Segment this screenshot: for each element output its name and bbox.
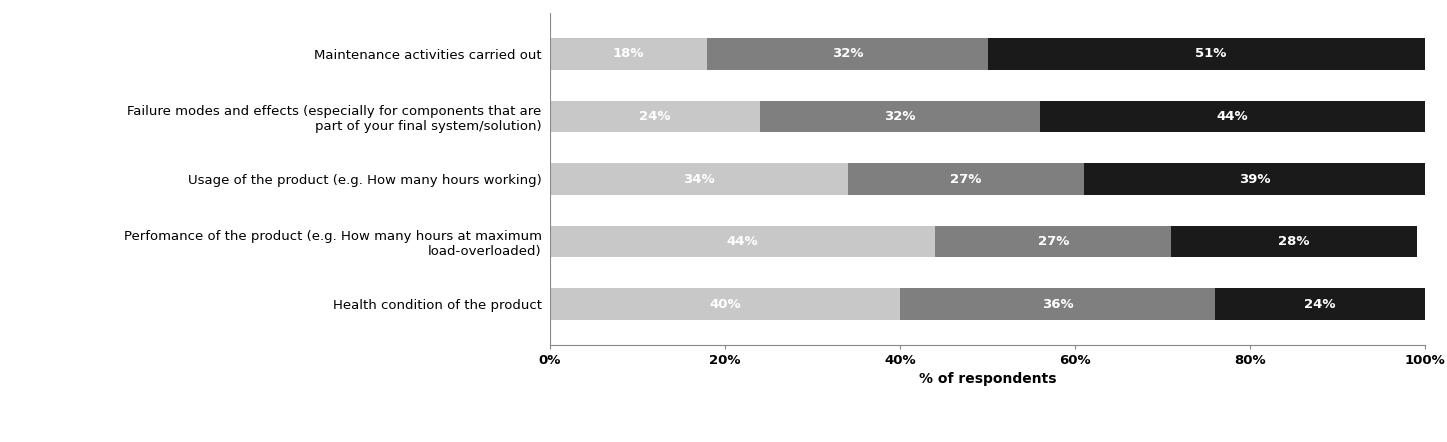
Text: 32%: 32% — [884, 110, 916, 123]
Text: 44%: 44% — [1217, 110, 1249, 123]
Bar — [1172, 226, 1417, 257]
Bar — [708, 38, 987, 69]
Text: 34%: 34% — [683, 172, 715, 186]
Bar — [935, 226, 1172, 257]
Text: 18%: 18% — [614, 47, 644, 61]
Text: 28%: 28% — [1278, 235, 1310, 248]
Bar — [1040, 101, 1425, 132]
X-axis label: % of respondents: % of respondents — [919, 372, 1056, 386]
Bar — [550, 164, 848, 194]
Text: 44%: 44% — [726, 235, 758, 248]
Bar — [550, 101, 760, 132]
Bar — [550, 226, 935, 257]
Text: 51%: 51% — [1195, 47, 1227, 61]
Bar — [760, 101, 1040, 132]
Text: 39%: 39% — [1239, 172, 1270, 186]
Text: 24%: 24% — [640, 110, 670, 123]
Text: 24%: 24% — [1305, 297, 1336, 311]
Text: 36%: 36% — [1042, 297, 1074, 311]
Bar — [550, 38, 708, 69]
Bar — [848, 164, 1084, 194]
Text: 27%: 27% — [951, 172, 981, 186]
Bar — [550, 289, 900, 320]
Bar — [1084, 164, 1425, 194]
Bar — [900, 289, 1215, 320]
Bar — [1215, 289, 1425, 320]
Text: 32%: 32% — [832, 47, 864, 61]
Text: 27%: 27% — [1037, 235, 1069, 248]
Text: 40%: 40% — [709, 297, 741, 311]
Bar — [987, 38, 1434, 69]
